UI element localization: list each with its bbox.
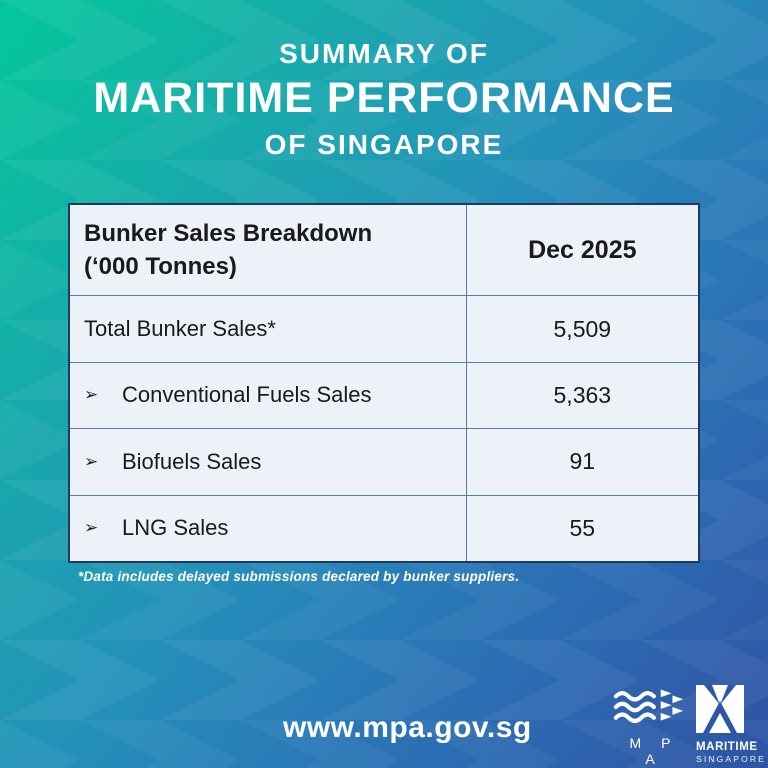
title-line-maritime-performance: MARITIME PERFORMANCE: [93, 74, 675, 122]
row-label-cell: ➢ Biofuels Sales: [70, 429, 466, 494]
page-title: SUMMARY OF MARITIME PERFORMANCE OF SINGA…: [0, 38, 768, 161]
row-label: LNG Sales: [122, 515, 229, 541]
row-label: Total Bunker Sales*: [84, 316, 276, 341]
row-label: Conventional Fuels Sales: [122, 382, 372, 408]
singapore-text: SINGAPORE: [696, 754, 766, 764]
table-row-total-bunker-sales: Total Bunker Sales* 5,509: [70, 296, 698, 363]
mpa-acronym-text: M P A: [629, 735, 679, 767]
maritime-singapore-logo: MARITIME SINGAPORE: [696, 685, 766, 764]
row-label-cell: Total Bunker Sales*: [70, 296, 466, 361]
table-title-cell: Bunker Sales Breakdown (‘000 Tonnes): [70, 205, 466, 295]
row-label-cell: ➢ Conventional Fuels Sales: [70, 363, 466, 428]
table-row-biofuels-sales: ➢ Biofuels Sales 91: [70, 429, 698, 496]
table-row-lng-sales: ➢ LNG Sales 55: [70, 495, 698, 561]
title-line-summary-of: SUMMARY OF: [279, 38, 489, 69]
mpa-singapore-logo: M P A SINGAPORE: [610, 687, 690, 768]
table-title-line-1: Bunker Sales Breakdown: [84, 220, 373, 248]
table-period-cell: Dec 2025: [465, 205, 698, 296]
maritime-singapore-m-icon: [696, 685, 744, 733]
arrowhead-bullet-icon: ➢: [84, 451, 99, 472]
table-header-row: Bunker Sales Breakdown (‘000 Tonnes) Dec…: [70, 205, 698, 297]
website-url: www.mpa.gov.sg: [283, 711, 532, 744]
row-label: Biofuels Sales: [122, 448, 262, 474]
arrowhead-bullet-icon: ➢: [84, 518, 99, 539]
title-line-of-singapore: OF SINGAPORE: [264, 129, 504, 160]
footnote: *Data includes delayed submissions decla…: [78, 569, 520, 584]
maritime-text: MARITIME: [696, 741, 758, 753]
mpa-waves-icon: [613, 689, 684, 723]
table-row-conventional-fuels-sales: ➢ Conventional Fuels Sales 5,363: [70, 362, 698, 430]
row-value-cell: 5,363: [465, 362, 698, 429]
row-value-cell: 5,509: [465, 296, 698, 362]
row-label-cell: ➢ LNG Sales: [70, 496, 466, 561]
bunker-sales-table: Bunker Sales Breakdown (‘000 Tonnes) Dec…: [68, 203, 700, 563]
arrowhead-bullet-icon: ➢: [84, 385, 99, 406]
row-value-cell: 55: [465, 495, 698, 561]
row-value-cell: 91: [465, 429, 698, 495]
table-title-line-2: (‘000 Tonnes): [84, 253, 237, 281]
